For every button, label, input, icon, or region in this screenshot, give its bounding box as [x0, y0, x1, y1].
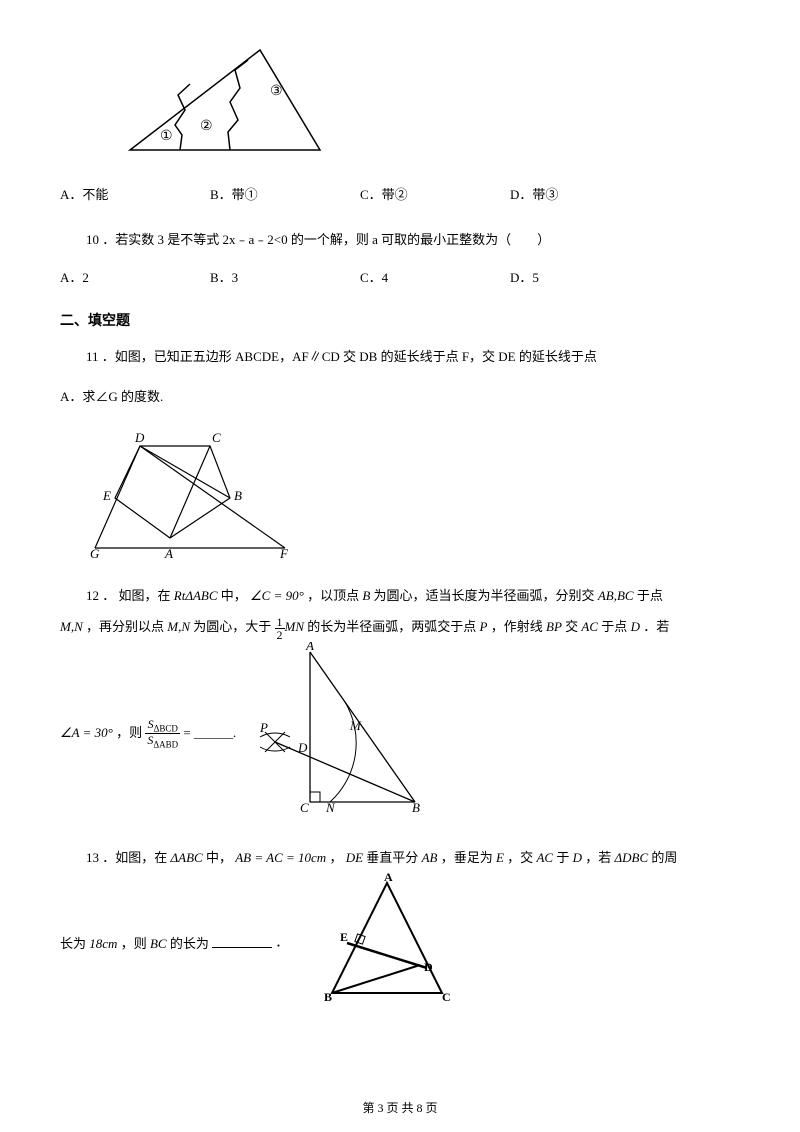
q10-option-c: C．4	[360, 267, 510, 286]
svg-text:A: A	[164, 546, 173, 558]
svg-text:B: B	[324, 990, 332, 1003]
q12-MNlabel: MN	[285, 619, 305, 634]
q12-mid6: 为圆心，大于	[193, 619, 271, 634]
label-circle-1: ①	[160, 129, 173, 144]
q13-period: ．	[275, 934, 288, 949]
q13-block: 13 ．如图，在 ΔABC 中， AB = AC = 10cm ， DE 垂直平…	[60, 842, 740, 1014]
q12-mid1: 中，	[221, 588, 247, 603]
q13-E: E	[496, 850, 504, 865]
q10-option-b: B．3	[210, 267, 360, 286]
q12-frac-half: 1 2	[275, 616, 285, 641]
q12-mid11: ．若	[643, 619, 669, 634]
svg-text:P: P	[259, 720, 268, 735]
page-footer: 第 3 页 共 8 页	[0, 1099, 800, 1116]
q13-DE: DE	[346, 850, 363, 865]
svg-text:E: E	[102, 488, 111, 503]
q12-ratio: SΔBCD SΔABD	[145, 718, 180, 750]
q13-eq1: AB = AC = 10cm	[235, 850, 326, 865]
svg-text:N: N	[325, 800, 336, 812]
q12-mid3: 为圆心，适当长度为半径画弧，分别交	[374, 588, 595, 603]
q12-tail: ______.	[194, 725, 236, 740]
q12-MN: M,N	[60, 619, 83, 634]
q12-mid5: ，再分别以点	[86, 619, 164, 634]
q12-eq: =	[183, 725, 190, 740]
q13-D: D	[573, 850, 582, 865]
q9-options: A．不能 B．带① C．带② D．带③	[60, 184, 740, 203]
svg-text:G: G	[90, 546, 100, 558]
q13-prefix: 13 ．如图，在	[86, 850, 167, 865]
q13-line2a: 长为	[60, 936, 86, 951]
q13-AB: AB	[422, 850, 438, 865]
q13-DBC: ΔDBC	[614, 850, 648, 865]
label-circle-3: ③	[270, 84, 283, 99]
q13-ABC: ΔABC	[171, 850, 203, 865]
q13-AC: AC	[536, 850, 553, 865]
svg-text:A: A	[384, 873, 393, 884]
q12-mid8: ，作射线	[491, 619, 543, 634]
svg-text:E: E	[340, 930, 348, 944]
q13-mid1: 中，	[206, 850, 232, 865]
q12-mid9: 交	[565, 619, 578, 634]
q13-mid8: 的周	[651, 850, 677, 865]
svg-text:F: F	[279, 546, 289, 558]
q12-figure: A P D M C N B	[250, 642, 430, 823]
q12-AC: AC	[581, 619, 598, 634]
svg-text:B: B	[412, 800, 420, 812]
q12-mid7: 的长为半径画弧，两弧交于点	[307, 619, 476, 634]
q12-prefix: 12 ． 如图，在	[86, 588, 171, 603]
q10-text: 10 ．若实数 3 是不等式 2x﹣a﹣2<0 的一个解，则 a 可取的最小正整…	[60, 227, 740, 253]
q11-figure: D C E B G A F	[90, 428, 740, 562]
q13-line2b: ，则	[121, 936, 147, 951]
q11-line1: 11 ．如图，已知正五边形 ABCDE，AF∥CD 交 DB 的延长线于点 F，…	[60, 344, 740, 370]
q13-mid6: 于	[556, 850, 569, 865]
svg-text:C: C	[300, 800, 309, 812]
q13-mid2: ，	[329, 850, 342, 865]
svg-text:M: M	[349, 718, 362, 733]
q12-mid10: 于点	[601, 619, 627, 634]
q12-MN2: M,N	[167, 619, 190, 634]
q11-line2: A．求∠G 的度数.	[60, 384, 740, 410]
q9-option-a: A．不能	[60, 184, 210, 203]
q12-mid4: 于点	[637, 588, 663, 603]
svg-text:C: C	[212, 430, 221, 445]
q12-angleA: ∠A = 30°	[60, 725, 113, 740]
q10-options: A．2 B．3 C．4 D．5	[60, 267, 740, 286]
label-circle-2: ②	[200, 119, 213, 134]
svg-text:B: B	[234, 488, 242, 503]
q13-BC: BC	[150, 936, 167, 951]
q12-mid12: ，则	[116, 725, 142, 740]
q13-mid5: ，交	[507, 850, 533, 865]
q12-D: D	[631, 619, 640, 634]
q13-mid3: 垂直平分	[366, 850, 418, 865]
q10-option-a: A．2	[60, 267, 210, 286]
q9-option-b: B．带①	[210, 184, 360, 203]
q12-angleC: ∠C = 90°	[250, 588, 304, 603]
svg-text:D: D	[424, 960, 433, 974]
q13-line2c: 的长为	[170, 936, 209, 951]
q13-val: 18cm	[89, 936, 117, 951]
q13-blank	[212, 934, 272, 948]
q13-mid7: ，若	[585, 850, 611, 865]
svg-text:D: D	[297, 740, 308, 755]
q13-figure: A E D B C	[312, 873, 462, 1014]
q12-block: 12 ． 如图，在 RtΔABC 中， ∠C = 90° ，以顶点 B 为圆心，…	[60, 580, 740, 824]
q9-option-c: C．带②	[360, 184, 510, 203]
svg-text:D: D	[134, 430, 145, 445]
q12-P: P	[480, 619, 488, 634]
q12-rt: RtΔABC	[174, 588, 218, 603]
svg-text:A: A	[305, 642, 314, 653]
page: ① ② ③ A．不能 B．带① C．带② D．带③ 10 ．若实数 3 是不等式…	[0, 0, 800, 1132]
q12-B: B	[362, 588, 370, 603]
q13-mid4: ，垂足为	[441, 850, 493, 865]
svg-text:C: C	[442, 990, 451, 1003]
section-2-title: 二、填空题	[60, 310, 740, 330]
q9-figure: ① ② ③	[120, 40, 740, 164]
q12-ABBC: AB,BC	[598, 588, 634, 603]
q9-option-d: D．带③	[510, 184, 660, 203]
q12-mid2: ，以顶点	[307, 588, 359, 603]
q12-BP: BP	[546, 619, 562, 634]
q10-option-d: D．5	[510, 267, 660, 286]
